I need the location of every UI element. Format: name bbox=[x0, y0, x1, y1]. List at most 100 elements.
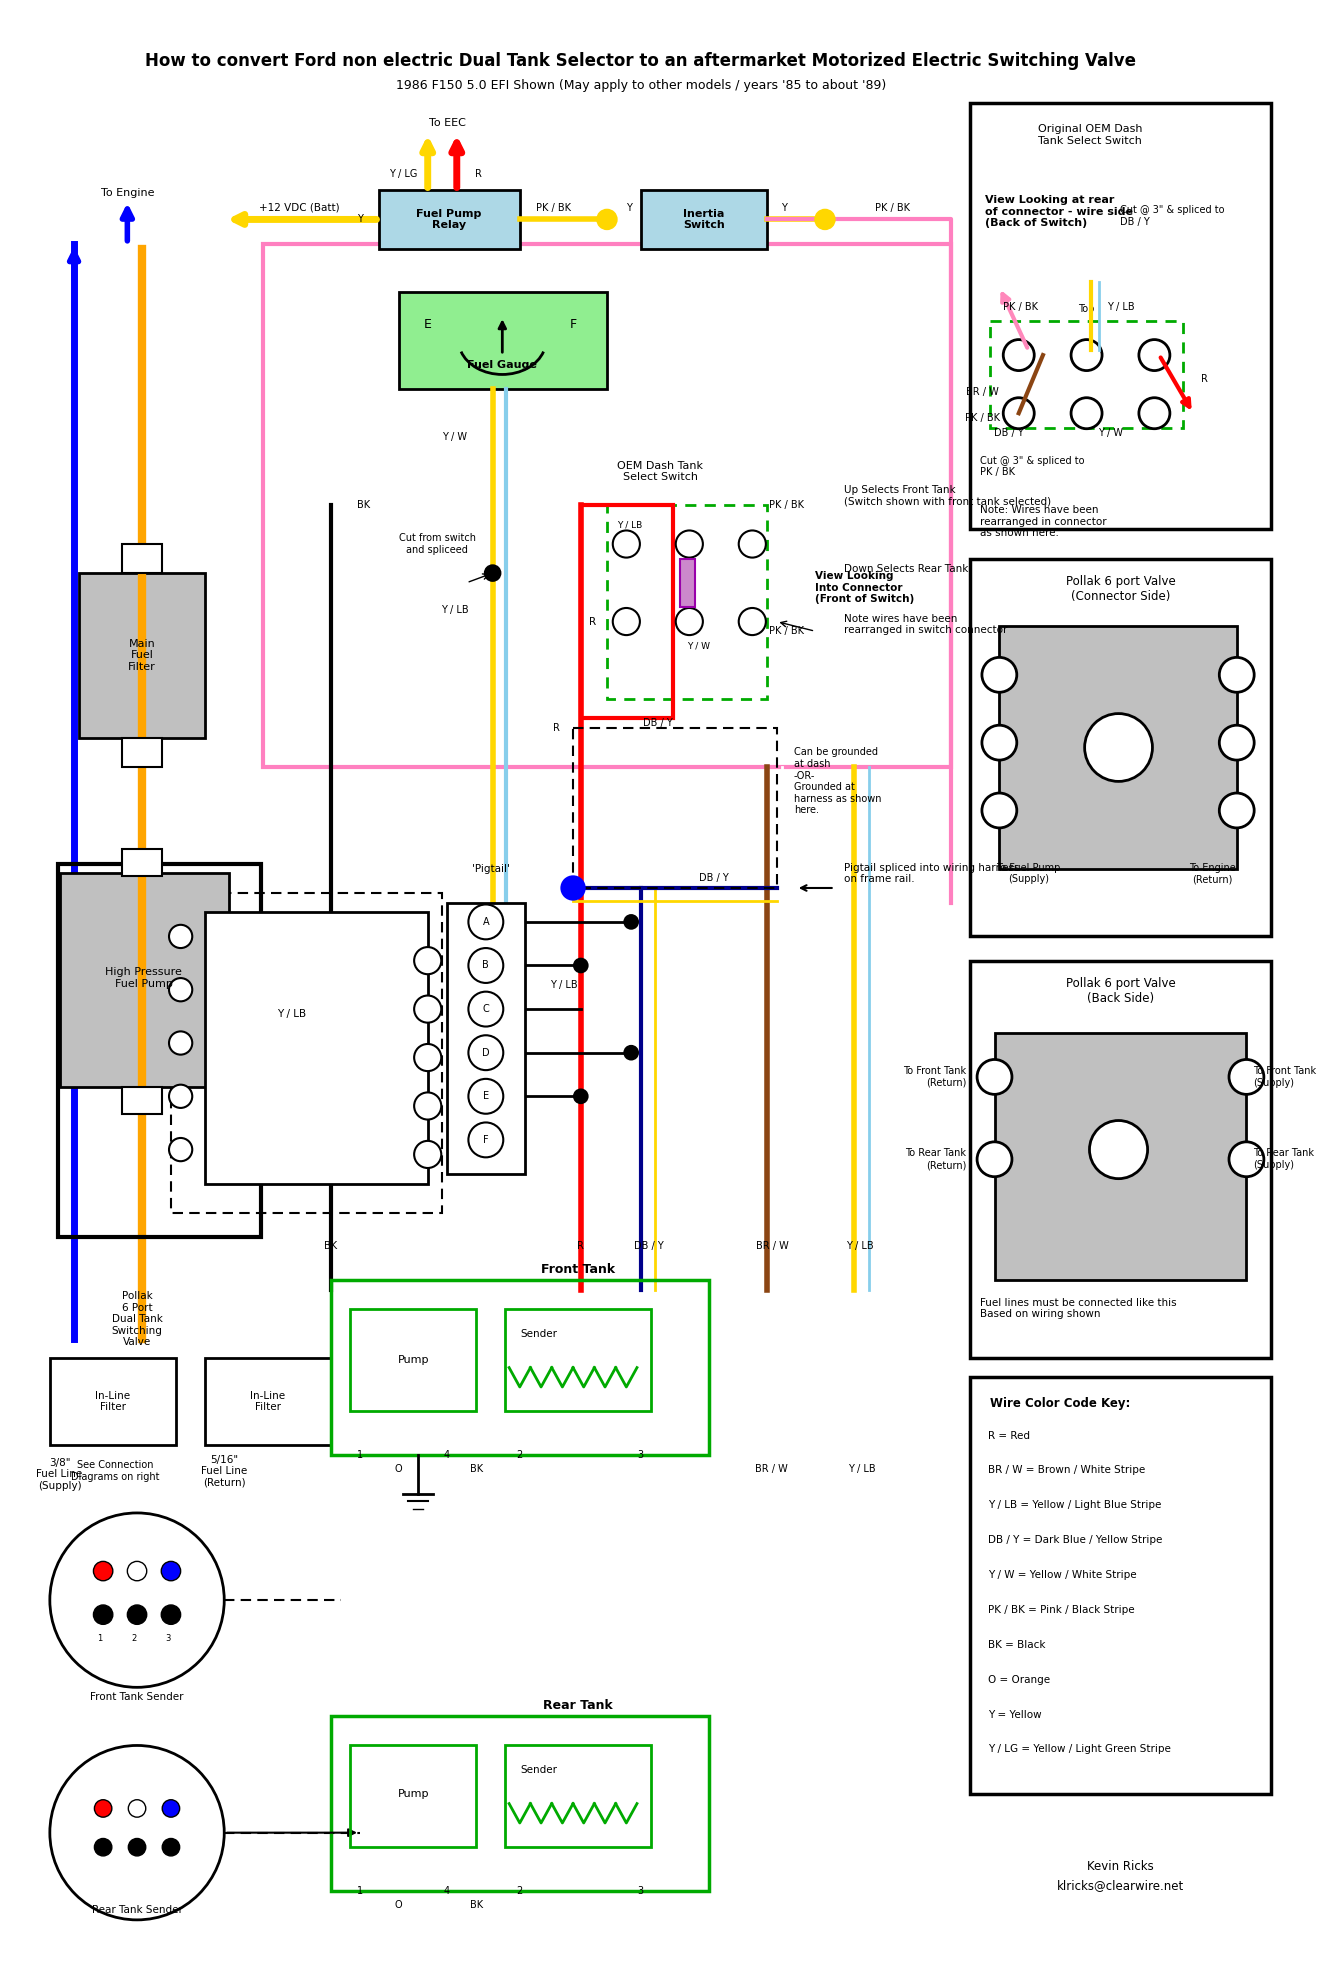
Bar bbox=[970, 1377, 1271, 1793]
Circle shape bbox=[739, 530, 766, 557]
Circle shape bbox=[128, 1838, 145, 1856]
Text: Can be grounded
at dash
-OR-
Grounded at
harness as shown
here.: Can be grounded at dash -OR- Grounded at… bbox=[793, 748, 882, 816]
Text: Rear Tank: Rear Tank bbox=[543, 1699, 612, 1711]
Text: C: C bbox=[483, 1005, 490, 1014]
Circle shape bbox=[50, 1746, 224, 1921]
Circle shape bbox=[469, 948, 503, 983]
Text: Pump: Pump bbox=[397, 1356, 429, 1366]
Circle shape bbox=[1085, 714, 1152, 781]
Text: Y / LB: Y / LB bbox=[277, 1008, 306, 1018]
Bar bbox=[999, 626, 1237, 869]
Text: DB / Y: DB / Y bbox=[698, 873, 729, 883]
Text: Kevin Ricks: Kevin Ricks bbox=[1088, 1860, 1154, 1874]
Bar bbox=[58, 863, 261, 1236]
Circle shape bbox=[169, 1085, 193, 1109]
Text: OEM Dash Tank
Select Switch: OEM Dash Tank Select Switch bbox=[618, 461, 704, 483]
Bar bbox=[379, 190, 520, 249]
Text: B: B bbox=[483, 961, 490, 971]
Circle shape bbox=[574, 959, 587, 973]
Text: Pollak 6 port Valve
(Connector Side): Pollak 6 port Valve (Connector Side) bbox=[1065, 575, 1175, 602]
Text: E: E bbox=[424, 318, 432, 330]
Circle shape bbox=[169, 979, 193, 1001]
Circle shape bbox=[484, 565, 500, 581]
Circle shape bbox=[1220, 726, 1254, 759]
Text: To Engine: To Engine bbox=[100, 188, 154, 198]
Circle shape bbox=[127, 1605, 147, 1625]
Bar bbox=[581, 506, 673, 718]
Text: How to convert Ford non electric Dual Tank Selector to an aftermarket Motorized : How to convert Ford non electric Dual Ta… bbox=[145, 51, 1137, 71]
Text: Sender: Sender bbox=[520, 1328, 557, 1338]
Circle shape bbox=[94, 1605, 112, 1625]
Text: 3: 3 bbox=[638, 1885, 644, 1895]
Text: 2: 2 bbox=[516, 1885, 523, 1895]
Text: Y / W: Y / W bbox=[688, 642, 710, 649]
Bar bbox=[331, 1717, 709, 1891]
Text: Y / W: Y / W bbox=[1098, 428, 1123, 438]
Circle shape bbox=[50, 1513, 224, 1687]
Text: Down Selects Rear Tank: Down Selects Rear Tank bbox=[845, 565, 969, 575]
Text: In-Line
Filter: In-Line Filter bbox=[95, 1391, 131, 1413]
Circle shape bbox=[414, 948, 441, 975]
Text: PK / BK = Pink / Black Stripe: PK / BK = Pink / Black Stripe bbox=[987, 1605, 1134, 1615]
Bar bbox=[59, 873, 230, 1087]
Text: 1: 1 bbox=[356, 1450, 363, 1460]
Text: Y / LB: Y / LB bbox=[616, 520, 642, 530]
Circle shape bbox=[624, 1046, 638, 1059]
Bar bbox=[263, 243, 950, 767]
Text: Rear Tank Sender: Rear Tank Sender bbox=[91, 1905, 182, 1915]
Text: O = Orange: O = Orange bbox=[987, 1676, 1049, 1685]
Bar bbox=[121, 543, 162, 573]
Text: To Front Tank
(Return): To Front Tank (Return) bbox=[903, 1065, 966, 1087]
Text: 4: 4 bbox=[444, 1450, 450, 1460]
Bar bbox=[970, 961, 1271, 1358]
Bar bbox=[994, 1034, 1246, 1281]
Circle shape bbox=[469, 1079, 503, 1114]
Text: PK / BK: PK / BK bbox=[768, 500, 804, 510]
Circle shape bbox=[982, 726, 1016, 759]
Text: View Looking at rear
of connector - wire side
(Back of Switch): View Looking at rear of connector - wire… bbox=[985, 194, 1133, 228]
Text: Y / LB: Y / LB bbox=[847, 1464, 875, 1473]
Circle shape bbox=[95, 1838, 112, 1856]
Text: View Looking
Into Connector
(Front of Switch): View Looking Into Connector (Front of Sw… bbox=[816, 571, 915, 604]
Circle shape bbox=[161, 1605, 181, 1625]
Bar bbox=[50, 1358, 176, 1446]
Text: Sender: Sender bbox=[520, 1764, 557, 1776]
Text: High Pressure
Fuel Pump: High Pressure Fuel Pump bbox=[106, 967, 182, 989]
Text: D: D bbox=[482, 1048, 490, 1058]
Text: 'Pigtail': 'Pigtail' bbox=[471, 863, 510, 873]
Text: Y / LB: Y / LB bbox=[441, 604, 469, 614]
Circle shape bbox=[982, 793, 1016, 828]
Circle shape bbox=[1071, 398, 1102, 430]
Bar bbox=[79, 573, 205, 738]
Text: DB / Y: DB / Y bbox=[634, 1242, 664, 1252]
Text: To Rear Tank
(Return): To Rear Tank (Return) bbox=[906, 1148, 966, 1169]
Text: Inertia
Switch: Inertia Switch bbox=[682, 208, 725, 230]
Circle shape bbox=[469, 1122, 503, 1158]
Text: PK / BK: PK / BK bbox=[768, 626, 804, 636]
Text: BK: BK bbox=[358, 500, 371, 510]
Circle shape bbox=[414, 1093, 441, 1120]
Circle shape bbox=[977, 1142, 1012, 1177]
Circle shape bbox=[469, 991, 503, 1026]
Text: Main
Fuel
Filter: Main Fuel Filter bbox=[128, 640, 156, 673]
Text: BK: BK bbox=[325, 1242, 338, 1252]
Text: 1: 1 bbox=[98, 1634, 103, 1644]
Text: Y / LG = Yellow / Light Green Stripe: Y / LG = Yellow / Light Green Stripe bbox=[987, 1744, 1171, 1754]
Circle shape bbox=[162, 1838, 180, 1856]
Bar bbox=[331, 1281, 709, 1454]
Text: Pollak 6 port Valve
(Back Side): Pollak 6 port Valve (Back Side) bbox=[1065, 977, 1175, 1005]
Text: BR / W: BR / W bbox=[965, 387, 998, 396]
Text: Pollak
6 Port
Dual Tank
Switching
Valve: Pollak 6 Port Dual Tank Switching Valve bbox=[112, 1291, 162, 1348]
Text: PK / BK: PK / BK bbox=[536, 202, 572, 212]
Circle shape bbox=[161, 1562, 181, 1581]
Bar bbox=[205, 1358, 331, 1446]
Text: BR / W = Brown / White Stripe: BR / W = Brown / White Stripe bbox=[987, 1466, 1144, 1475]
Text: DB / Y = Dark Blue / Yellow Stripe: DB / Y = Dark Blue / Yellow Stripe bbox=[987, 1534, 1162, 1546]
Text: BK: BK bbox=[470, 1464, 483, 1473]
Bar bbox=[121, 1087, 162, 1114]
Text: 2: 2 bbox=[132, 1634, 137, 1644]
Circle shape bbox=[1229, 1059, 1263, 1095]
Circle shape bbox=[597, 210, 616, 230]
Text: In-Line
Filter: In-Line Filter bbox=[251, 1391, 285, 1413]
Text: R: R bbox=[475, 169, 482, 179]
